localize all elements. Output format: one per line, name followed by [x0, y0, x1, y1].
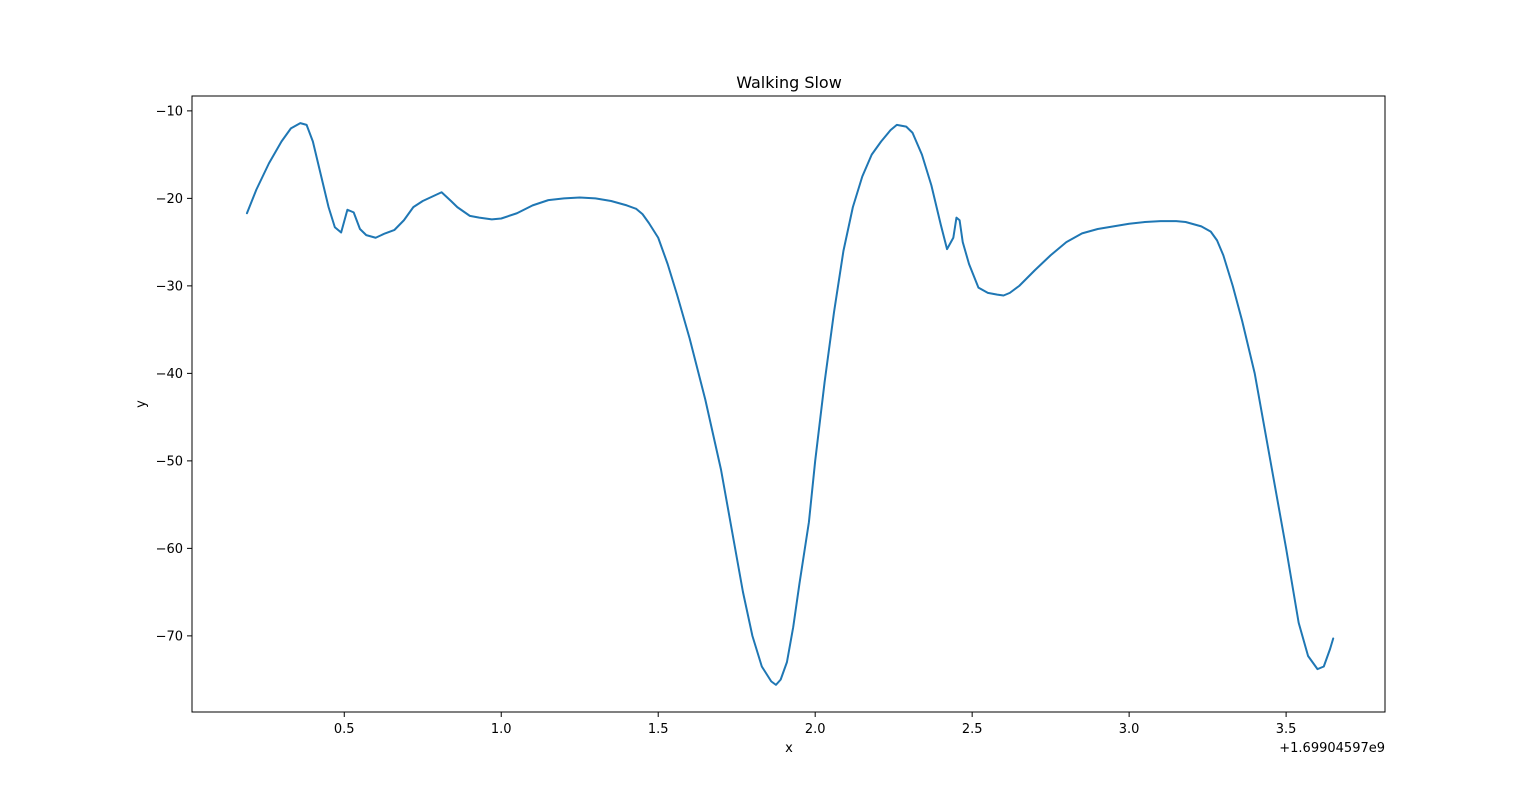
chart-title: Walking Slow: [736, 73, 842, 92]
x-axis-label: x: [785, 741, 793, 756]
x-tick-label: 3.5: [1276, 722, 1297, 737]
x-tick-label: 3.0: [1119, 722, 1140, 737]
x-tick-label: 0.5: [334, 722, 355, 737]
x-tick-label: 1.5: [648, 722, 669, 737]
plot-area: [245, 122, 1335, 686]
axes-frame: [191, 95, 1386, 713]
x-tick-label: 2.0: [805, 722, 826, 737]
y-tick-label: −20: [156, 192, 183, 207]
y-tick-label: −60: [156, 542, 183, 557]
y-axis-label: y: [134, 400, 149, 408]
axes: 0.5 1.0 1.5 2.0 2.5 3.0 3.5 −10 −20 −30 −40 −50 −60 −…: [156, 95, 1386, 737]
y-tick-label: −50: [156, 454, 183, 469]
y-tick-label: −30: [156, 279, 183, 294]
y-tick-label: −10: [156, 104, 183, 119]
y-tick-label: −70: [156, 629, 183, 644]
x-axis-offset-label: +1.69904597e9: [1279, 741, 1385, 756]
x-tick-label: 1.0: [491, 722, 512, 737]
x-tick-label: 2.5: [962, 722, 983, 737]
series-line-0: [245, 122, 1335, 686]
y-tick-label: −40: [156, 367, 183, 382]
